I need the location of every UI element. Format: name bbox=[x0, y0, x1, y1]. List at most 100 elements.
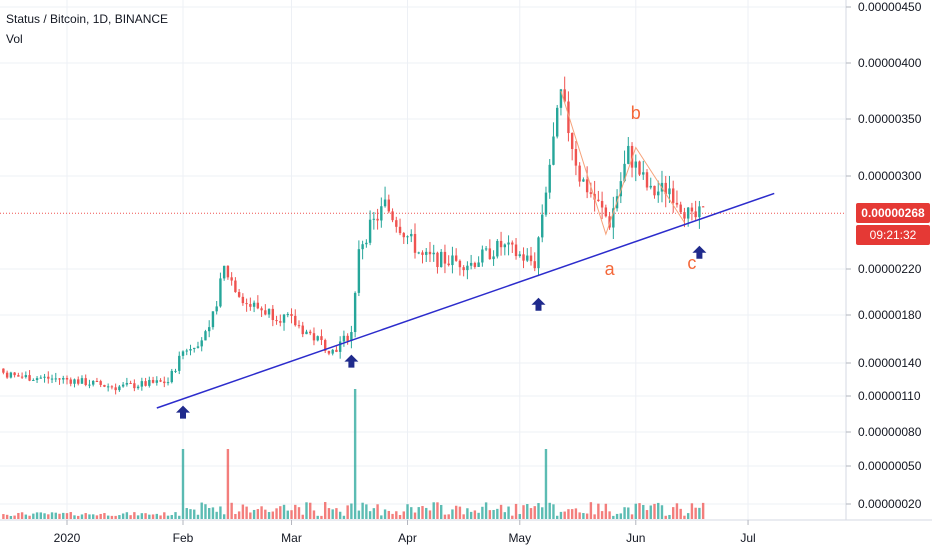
volume-bar bbox=[440, 504, 443, 519]
volume-bar bbox=[226, 449, 230, 519]
volume-bar bbox=[372, 508, 376, 519]
candle-body bbox=[144, 381, 147, 386]
candle-body bbox=[118, 386, 121, 391]
volume-bar bbox=[376, 504, 379, 519]
volume-bar bbox=[462, 514, 465, 519]
time-tick-label: Jun bbox=[626, 531, 645, 545]
candle-body bbox=[488, 248, 492, 260]
grid bbox=[0, 0, 846, 520]
time-tick-label: Jul bbox=[740, 531, 755, 545]
candle-body bbox=[24, 375, 28, 378]
candle-body bbox=[398, 226, 402, 234]
volume-legend[interactable]: Vol bbox=[6, 32, 23, 46]
candle-body bbox=[413, 233, 417, 253]
volume-bar bbox=[178, 515, 181, 519]
volume-bar bbox=[649, 505, 652, 519]
candle-body bbox=[503, 244, 507, 248]
volume-bar bbox=[623, 507, 626, 519]
candle-body bbox=[129, 382, 132, 384]
volume-bar bbox=[563, 511, 566, 519]
volume-bar bbox=[350, 503, 353, 519]
candle-body bbox=[77, 379, 80, 384]
volume-bar bbox=[121, 513, 125, 519]
volume-bar bbox=[473, 510, 477, 519]
volume-bar bbox=[222, 514, 226, 519]
candle-body bbox=[368, 219, 372, 243]
candle-body bbox=[619, 181, 623, 197]
volume-bar bbox=[2, 514, 5, 519]
candle-body bbox=[406, 236, 409, 238]
up-arrow-icon bbox=[176, 405, 191, 419]
candle-body bbox=[174, 370, 177, 372]
wave-label-a: a bbox=[605, 259, 616, 279]
candle-body bbox=[275, 320, 278, 322]
volume-bar bbox=[417, 507, 420, 519]
volume-bar bbox=[84, 513, 87, 519]
volume-bar bbox=[668, 514, 671, 519]
volume-bar bbox=[43, 513, 46, 519]
volume-bar bbox=[552, 504, 555, 519]
candle-body bbox=[219, 278, 222, 307]
candle-body bbox=[267, 308, 271, 315]
volume-bar bbox=[338, 511, 342, 519]
volume-bar bbox=[526, 504, 529, 519]
volume-bar bbox=[537, 503, 540, 519]
candle-body bbox=[380, 206, 383, 221]
volume-bar bbox=[230, 502, 233, 519]
candle-body bbox=[290, 314, 293, 316]
volume-bar bbox=[290, 510, 293, 519]
candle-body bbox=[612, 208, 615, 228]
candle-body bbox=[421, 252, 424, 255]
volume-bar bbox=[436, 502, 439, 519]
candle-body bbox=[668, 188, 671, 195]
volume-bars bbox=[2, 389, 705, 519]
trendline bbox=[156, 192, 775, 409]
candle-body bbox=[383, 199, 387, 207]
volume-bar bbox=[28, 515, 31, 519]
volume-bar bbox=[24, 514, 28, 519]
volume-bar bbox=[690, 503, 694, 519]
volume-bar bbox=[148, 514, 151, 519]
volume-bar bbox=[383, 509, 387, 519]
volume-bar bbox=[582, 513, 585, 519]
volume-bar bbox=[574, 508, 578, 519]
volume-bar bbox=[271, 511, 275, 519]
volume-bar bbox=[578, 512, 581, 519]
volume-bar bbox=[204, 504, 207, 519]
volume-bar bbox=[469, 511, 473, 519]
candle-body bbox=[62, 378, 65, 380]
volume-bar bbox=[672, 507, 675, 519]
volume-bar bbox=[91, 514, 95, 519]
price-tick-label: 0.00000050 bbox=[858, 459, 922, 473]
volume-bar bbox=[62, 512, 65, 519]
candle-body bbox=[604, 207, 608, 217]
volume-bar bbox=[675, 503, 679, 519]
volume-bar bbox=[627, 507, 630, 519]
candle-body bbox=[541, 214, 544, 238]
volume-bar bbox=[193, 509, 196, 519]
price-tick-label: 0.00000140 bbox=[858, 356, 922, 370]
price-axis: 0.00000020 0.00000050 0.00000080 0.00000110… bbox=[846, 0, 922, 511]
symbol-title[interactable]: Status / Bitcoin, 1D, BINANCE bbox=[6, 12, 169, 26]
volume-bar bbox=[653, 503, 656, 519]
volume-bar bbox=[237, 511, 241, 519]
candle-body bbox=[440, 251, 443, 268]
candle-body bbox=[125, 382, 129, 385]
candle-body bbox=[559, 89, 563, 108]
candle-body bbox=[372, 218, 376, 220]
last-price-tag: 0.00000268 bbox=[856, 203, 930, 223]
volume-bar bbox=[50, 512, 54, 519]
volume-bar bbox=[541, 507, 544, 519]
volume-bar bbox=[413, 512, 417, 519]
candle-body bbox=[166, 382, 170, 384]
price-tick-label: 0.00000350 bbox=[858, 112, 922, 126]
candle-body bbox=[193, 347, 196, 350]
candle-body bbox=[458, 260, 462, 268]
candle-body bbox=[548, 164, 551, 193]
candle-body bbox=[518, 254, 521, 257]
candle-body bbox=[522, 254, 525, 261]
volume-bar bbox=[522, 505, 525, 519]
volume-bar bbox=[645, 510, 649, 519]
volume-bar bbox=[77, 515, 80, 519]
